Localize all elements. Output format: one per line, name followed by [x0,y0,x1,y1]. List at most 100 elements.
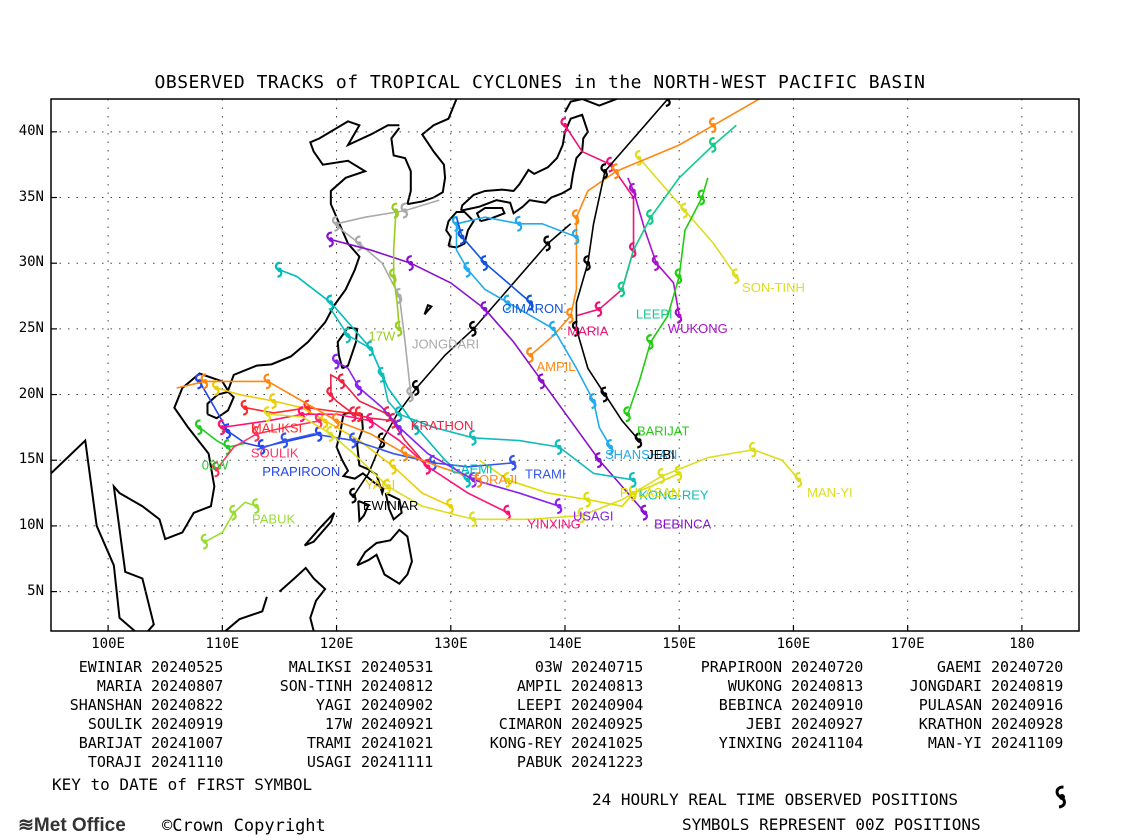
storm-track-prapiroon [194,373,323,456]
legend-storm-name: USAGI [306,753,352,771]
legend-storm-date: 20240916 [982,696,1064,714]
legend-storm-name: YAGI [315,696,352,714]
legend-entry: WUKONG 20240813 [672,677,863,695]
cyclone-position-icon [263,373,272,390]
coastline-segment [445,210,475,249]
track-line [478,459,680,508]
track-line [455,216,532,304]
legend-entry: MAN-YI 20241109 [882,734,1063,752]
storm-track-17w [389,202,403,337]
storm-map-label: KONG-REY [639,488,709,503]
legend-storm-date: 20240812 [352,677,434,695]
cyclone-position-icon [554,438,563,456]
legend-storm-date: 20240525 [142,658,224,676]
legend-storm-date: 20240531 [352,658,434,676]
legend-storm-date: 20240904 [562,696,644,714]
storm-map-label: KRATHON [411,418,474,433]
legend-storm-date: 20240720 [782,658,864,676]
storm-track-krathon [326,373,431,475]
storm-map-label: SHANSHAN [605,447,677,462]
cyclone-position-icon [320,412,329,429]
logo-text: Met Office [33,815,126,836]
legend-entry: PULASAN 20240916 [882,696,1064,714]
storm-map-label: USAGI [573,509,613,524]
lat-label: 35N [18,188,44,205]
legend-storm-date: 20240720 [982,658,1064,676]
storm-map-label: MALIKSI [251,421,302,436]
storm-map-label: BARIJAT [637,423,690,438]
track-line [198,381,320,448]
legend-storm-date: 20240902 [352,696,434,714]
legend-key-note: KEY to DATE of FIRST SYMBOL [52,775,313,794]
legend-entry: MARIA 20240807 [52,677,223,695]
coastline-segment [335,411,385,497]
cyclone-position-icon [337,373,346,390]
met-office-wave-icon: ≋ [18,815,34,836]
cyclone-position-icon [588,393,597,410]
coastline-segment [564,99,618,113]
lon-label: 180 [1009,636,1035,652]
cyclone-position-icon [377,366,386,383]
legend-storm-date: 20240910 [782,696,864,714]
coastline-segment [423,303,434,316]
lat-label: 15N [18,451,44,468]
coastline-segment [278,566,327,631]
lon-label: 170E [890,636,925,652]
storm-track-usagi [331,353,563,515]
storm-map-label: JONGDARI [412,337,479,352]
storm-map-label: PABUK [252,511,295,526]
cyclone-position-icon [389,458,397,475]
legend-entry: KONG-REY 20241025 [462,734,644,752]
legend-storm-date: 20240928 [982,715,1064,733]
legend-storm-date: 20240813 [562,677,644,695]
storm-track-jebi [571,99,671,449]
legend-entry: GAEMI 20240720 [882,658,1063,676]
cyclone-position-icon [537,373,546,390]
cyclone-position-icon [446,498,454,515]
storm-tracks-layer [176,99,803,550]
cyclone-position-icon [269,393,277,410]
legend-entry: KRATHON 20240928 [882,715,1064,733]
legend-entry: USAGI 20241111 [262,753,433,771]
cyclone-position-icon [400,202,409,219]
lat-label: 10N [18,516,44,533]
graticule-layer [51,99,1079,631]
lon-label: 100E [91,636,125,652]
legend-storm-name: KRATHON [918,715,982,733]
storm-track-gaemi [274,261,471,489]
copyright-icon: © [162,816,173,836]
legend-entry: 17W 20240921 [262,715,433,733]
cyclone-position-icon [274,261,283,278]
legend-entry: CIMARON 20240925 [462,715,644,733]
cyclone-position-icon [240,399,249,416]
legend-storm-name: GAEMI [936,658,982,676]
legend-storm-date: 20240715 [562,658,644,676]
cyclone-position-icon [263,406,272,423]
coastline-segment [223,596,268,631]
lat-label: 20N [18,385,44,402]
cyclone-position-icon [509,454,517,471]
track-line [335,199,440,395]
coastline-segment [475,207,506,223]
cyclone-position-icon [194,373,203,390]
legend-storm-date: 20241007 [142,734,224,752]
legend-storm-date: 20241110 [142,753,224,771]
legend-entry: YINXING 20241104 [672,734,864,752]
cyclone-position-icon [366,412,374,429]
storm-track-maria [560,117,637,318]
track-line [256,433,514,468]
legend-storm-name: SHANSHAN [69,696,142,714]
storm-track-bebinca [326,231,648,521]
legend-storm-name: YINXING [718,734,782,752]
legend-storm-name: LEEPI [516,696,562,714]
cyclone-position-icon [331,353,340,370]
legend-storm-name: MAN-YI [927,734,982,752]
storm-map-label: EWINIAR [363,498,419,513]
cyclone-position-icon [731,268,740,285]
legend-entry: EWINIAR 20240525 [52,658,224,676]
legend-storm-name: TORAJI [87,753,142,771]
copyright-notice: ©Crown Copyright [162,816,326,836]
lat-label: 30N [18,254,44,271]
legend-entry: PRAPIROON 20240720 [672,658,864,676]
